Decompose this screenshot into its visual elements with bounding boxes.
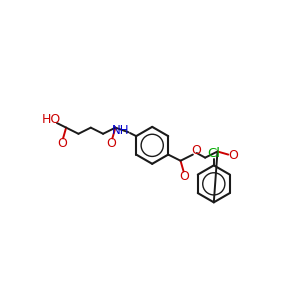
Text: O: O (179, 169, 189, 183)
Text: O: O (106, 136, 116, 149)
Text: NH: NH (112, 124, 129, 137)
Text: HO: HO (42, 113, 61, 126)
Text: O: O (228, 149, 238, 162)
Text: O: O (57, 136, 67, 149)
Text: O: O (191, 144, 201, 157)
Text: Cl: Cl (207, 146, 220, 160)
